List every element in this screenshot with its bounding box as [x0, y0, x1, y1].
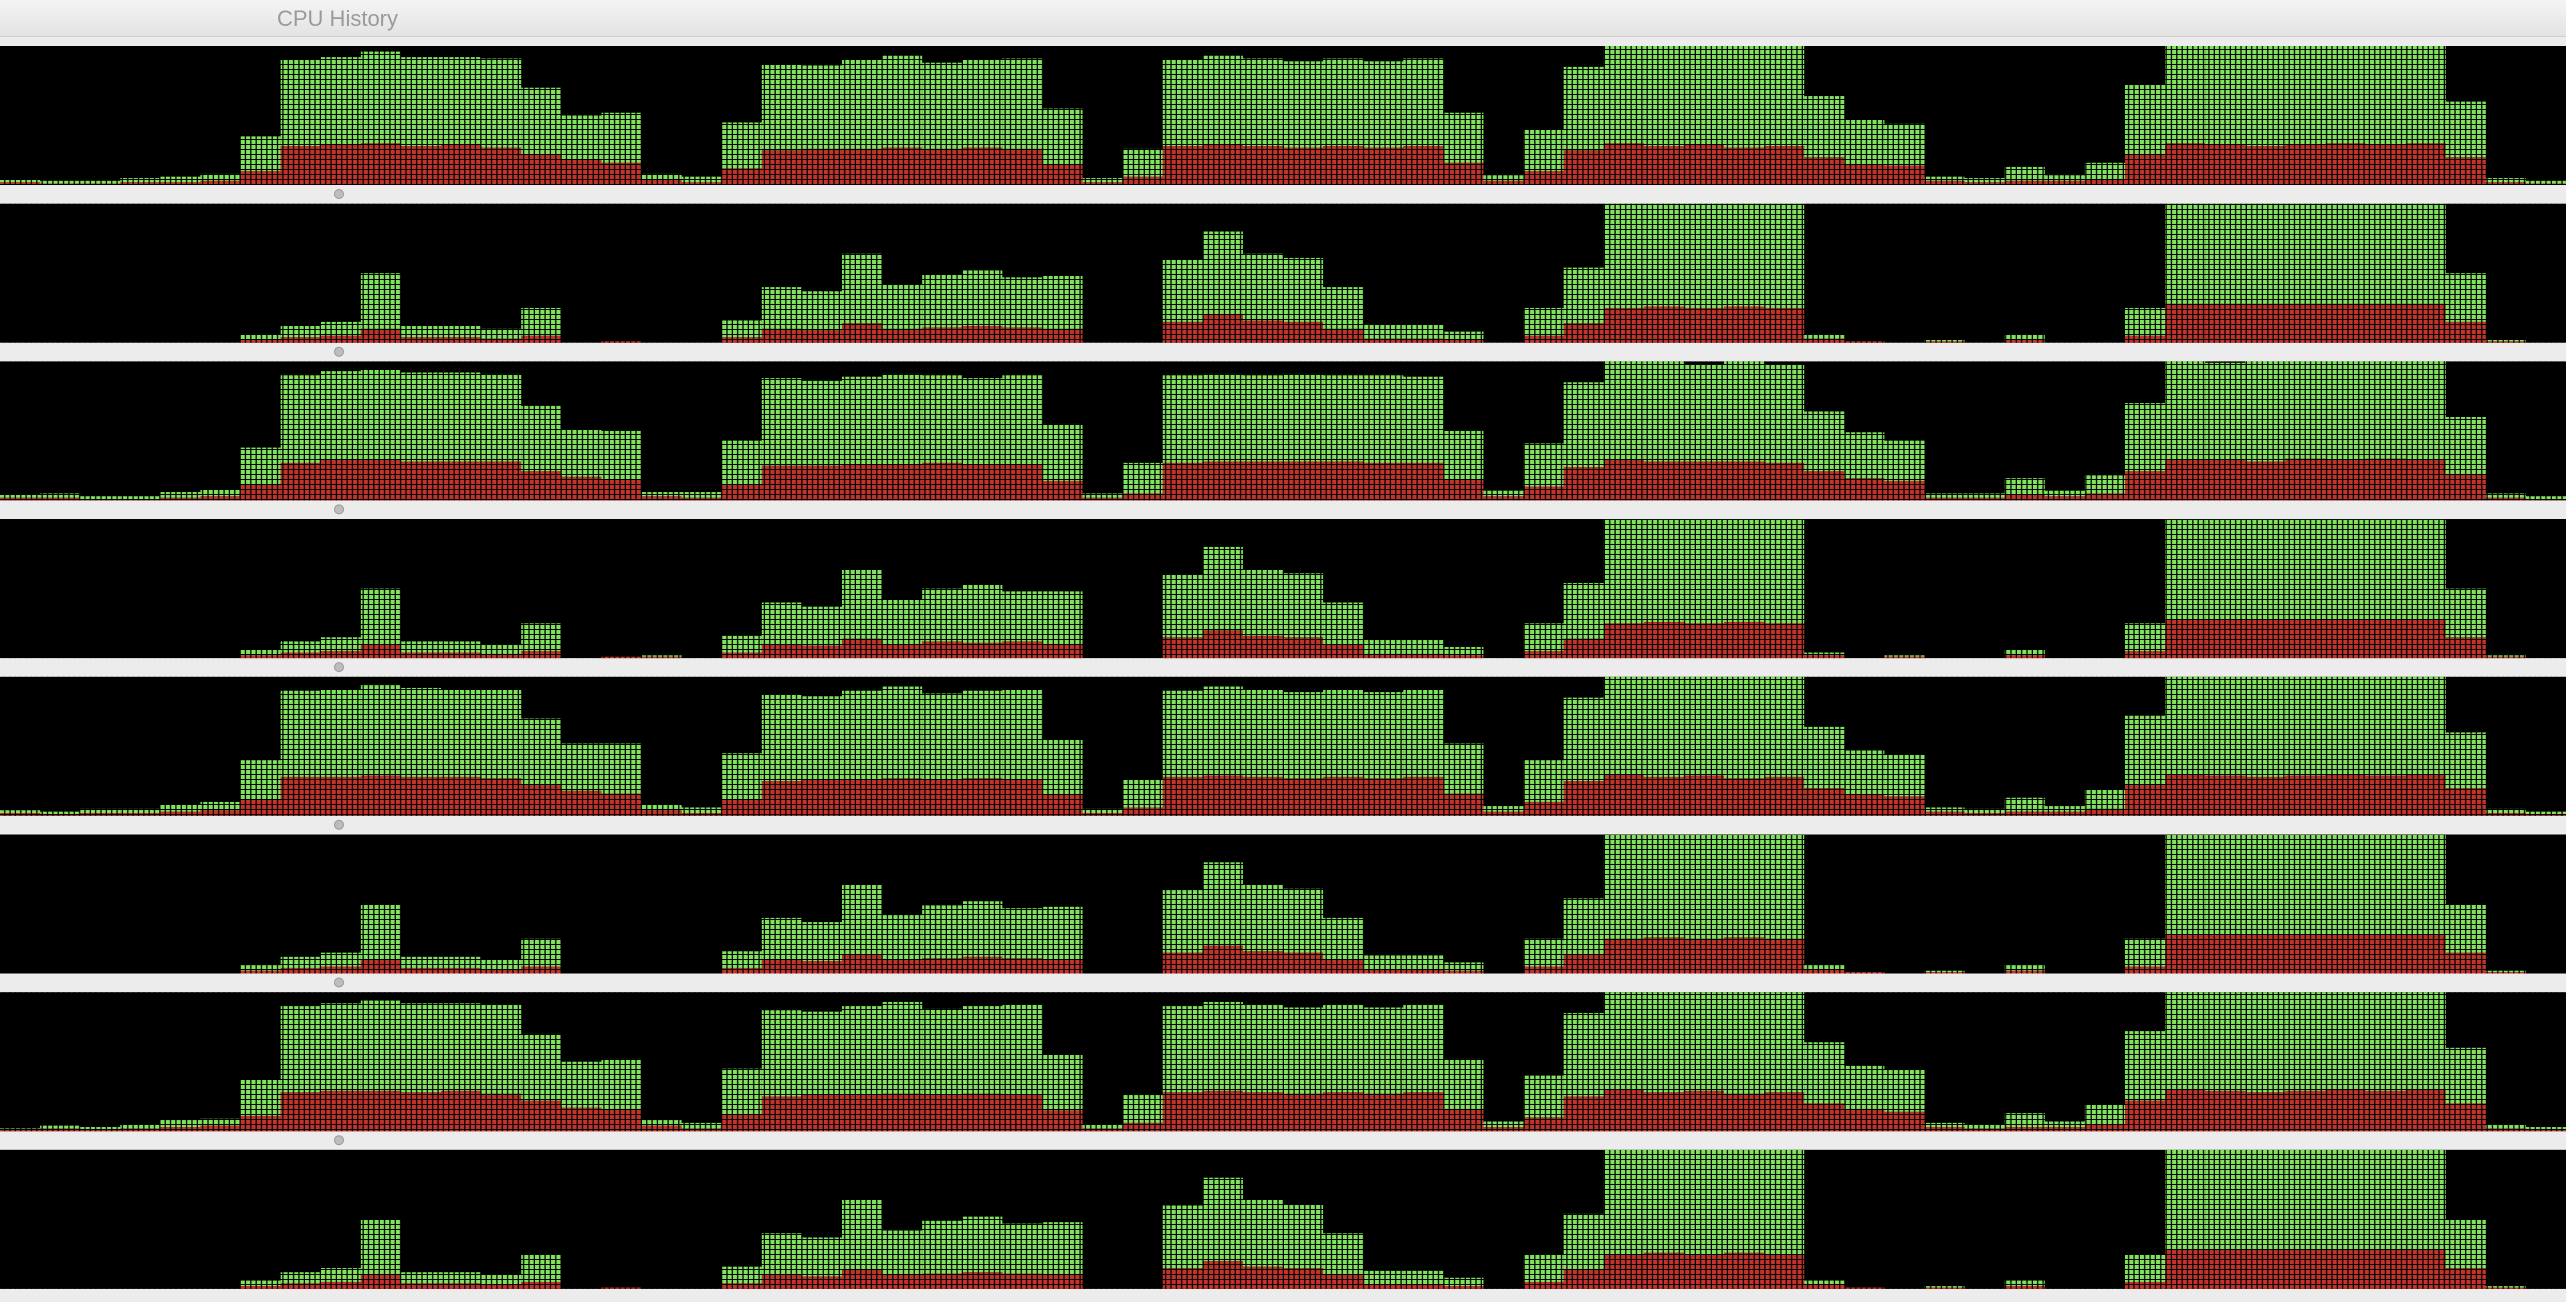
led-overlay: [0, 46, 2566, 185]
splitter-handle: [334, 189, 344, 199]
led-overlay: [0, 361, 2566, 501]
led-overlay: [0, 203, 2566, 343]
title-bar: CPU History: [0, 0, 2566, 37]
splitter-handle: [334, 819, 344, 830]
led-overlay: [0, 1149, 2566, 1289]
led-overlay: [0, 519, 2566, 659]
splitter-handle: [334, 504, 344, 515]
led-overlay: [0, 992, 2566, 1132]
splitter-handle: [334, 1135, 344, 1146]
led-overlay: [0, 676, 2566, 816]
splitter-handle: [334, 977, 344, 988]
splitter-handle: [334, 346, 344, 357]
led-overlay: [0, 834, 2566, 974]
window-title: CPU History: [277, 6, 399, 31]
splitter-handle: [334, 662, 344, 673]
